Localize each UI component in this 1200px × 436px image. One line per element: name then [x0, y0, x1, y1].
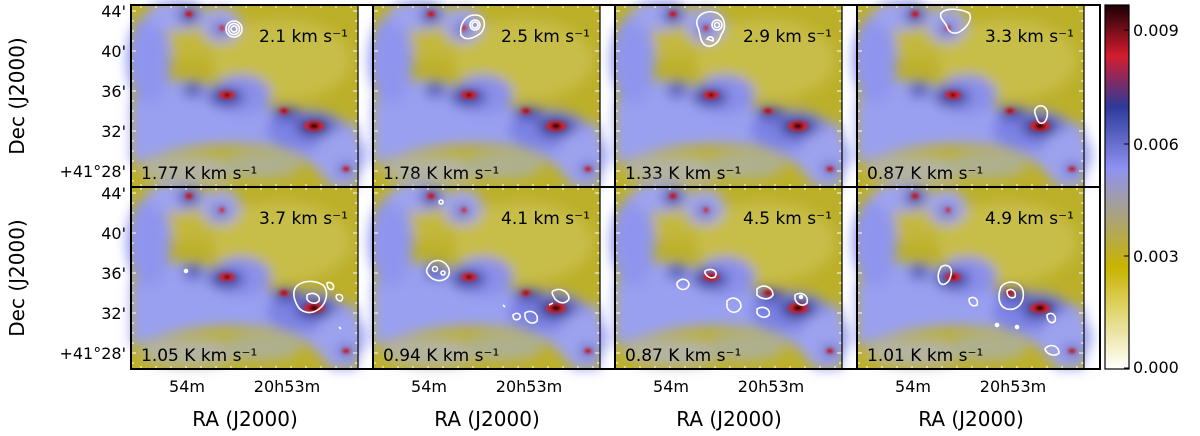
colorbar-scale: [1104, 4, 1130, 370]
x-tick-label: 54m: [169, 377, 205, 396]
x-tick-label: 20h53m: [496, 377, 562, 396]
x-tick-label: 54m: [653, 377, 689, 396]
y-tick-label: 36': [101, 82, 126, 101]
contour-overlay: [676, 268, 809, 318]
integrated-intensity-label: 1.77 K km s⁻¹: [141, 164, 257, 184]
channel-panel-7: 4.5 km s⁻¹ 0.87 K km s⁻¹: [611, 182, 850, 370]
integrated-intensity-label: 1.05 K km s⁻¹: [141, 346, 257, 366]
y-axis-title: Dec (J2000): [5, 37, 29, 154]
x-axis: 54m 20h53m 54m 20h53m 54m 20h53m 54m 20h…: [169, 377, 1046, 431]
contour-overlay: [937, 264, 1060, 356]
panel-separators: [130, 4, 1101, 370]
y-tick-label: +41°28': [59, 344, 126, 363]
x-tick-label: 54m: [895, 377, 931, 396]
colorbar-tick-label: 0.006: [1133, 135, 1179, 154]
x-tick-label: 20h53m: [254, 377, 320, 396]
y-tick-label: 40': [101, 224, 126, 243]
y-tick-label: 44': [101, 184, 126, 203]
velocity-label: 4.5 km s⁻¹: [743, 209, 832, 229]
y-tick-label: 44': [101, 2, 126, 21]
y-tick-label: 32': [101, 304, 126, 323]
channel-panel-8: 4.9 km s⁻¹ 1.01 K km s⁻¹: [853, 182, 1092, 370]
contour-overlay: [459, 14, 486, 40]
integrated-intensity-label: 0.87 K km s⁻¹: [867, 164, 983, 184]
contour-overlay: [183, 268, 344, 330]
contour-overlay: [939, 8, 1049, 125]
x-tick-label: 20h53m: [738, 377, 804, 396]
x-axis-title: RA (J2000): [192, 407, 298, 431]
x-axis-title: RA (J2000): [434, 407, 540, 431]
velocity-label: 3.7 km s⁻¹: [259, 209, 348, 229]
integrated-intensity-label: 1.78 K km s⁻¹: [383, 164, 499, 184]
y-axis-bottom-row: 44' 40' 36' 32' +41°28': [59, 184, 126, 363]
y-axis-top-row: 44' 40' 36' 32' +41°28': [59, 2, 126, 181]
velocity-label: 3.3 km s⁻¹: [985, 27, 1074, 47]
colorbar-tick-label: 0.003: [1133, 247, 1179, 266]
y-axis-title: Dec (J2000): [5, 219, 29, 336]
velocity-label: 2.5 km s⁻¹: [501, 27, 590, 47]
colorbar-tick-label: 0.000: [1133, 358, 1179, 377]
velocity-label: 2.9 km s⁻¹: [743, 27, 832, 47]
contour-overlay: [425, 199, 570, 324]
velocity-label: 4.9 km s⁻¹: [985, 209, 1074, 229]
velocity-label: 4.1 km s⁻¹: [501, 209, 590, 229]
channel-panel-3: 2.9 km s⁻¹ 1.33 K km s⁻¹: [611, 0, 850, 188]
contour-overlay: [225, 20, 243, 38]
y-tick-label: 36': [101, 264, 126, 283]
x-tick-label: 20h53m: [980, 377, 1046, 396]
y-tick-label: +41°28': [59, 162, 126, 181]
x-axis-title: RA (J2000): [676, 407, 782, 431]
channel-panel-2: 2.5 km s⁻¹ 1.78 K km s⁻¹: [369, 0, 608, 188]
integrated-intensity-label: 0.94 K km s⁻¹: [383, 346, 499, 366]
channel-panel-6: 4.1 km s⁻¹ 0.94 K km s⁻¹: [369, 182, 608, 370]
contour-overlay: [696, 10, 726, 48]
y-tick-label: 32': [101, 122, 126, 141]
x-axis-title: RA (J2000): [918, 407, 1024, 431]
y-tick-label: 40': [101, 42, 126, 61]
channel-panel-4: 3.3 km s⁻¹ 0.87 K km s⁻¹: [853, 0, 1092, 188]
x-tick-label: 54m: [411, 377, 447, 396]
integrated-intensity-label: 1.33 K km s⁻¹: [625, 164, 741, 184]
channel-panel-1: 2.1 km s⁻¹ 1.77 K km s⁻¹: [127, 0, 366, 188]
colorbar-tick-label: 0.009: [1133, 21, 1179, 40]
velocity-label: 2.1 km s⁻¹: [259, 27, 348, 47]
integrated-intensity-label: 1.01 K km s⁻¹: [867, 346, 983, 366]
integrated-intensity-label: 0.87 K km s⁻¹: [625, 346, 741, 366]
channel-panel-5: 3.7 km s⁻¹ 1.05 K km s⁻¹: [127, 182, 366, 370]
colorbar: 0.009 0.006 0.003 0.000: [1104, 4, 1179, 377]
